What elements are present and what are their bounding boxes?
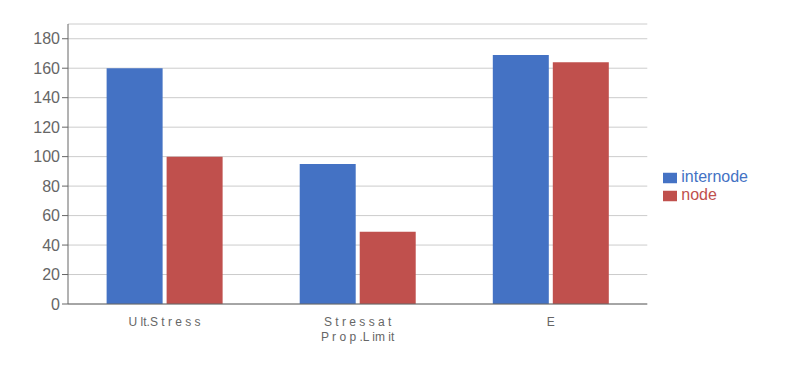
svg-text:40: 40 (42, 237, 60, 254)
svg-text:S t r e s s a tP r o p .L im i: S t r e s s a tP r o p .L im it (321, 315, 395, 344)
svg-text:140: 140 (33, 89, 60, 106)
svg-text:0: 0 (51, 296, 60, 313)
svg-text:180: 180 (33, 30, 60, 47)
svg-text:60: 60 (42, 207, 60, 224)
svg-text:120: 120 (33, 119, 60, 136)
svg-text:100: 100 (33, 148, 60, 165)
html-text:node: node (681, 186, 717, 203)
svg-text:160: 160 (33, 60, 60, 77)
svg-text:E: E (547, 315, 555, 329)
svg-text:20: 20 (42, 266, 60, 283)
svg-text:80: 80 (42, 178, 60, 195)
html-text:internode: internode (681, 168, 748, 185)
svg-text:U lt.S t r e s s: U lt.S t r e s s (129, 315, 201, 329)
